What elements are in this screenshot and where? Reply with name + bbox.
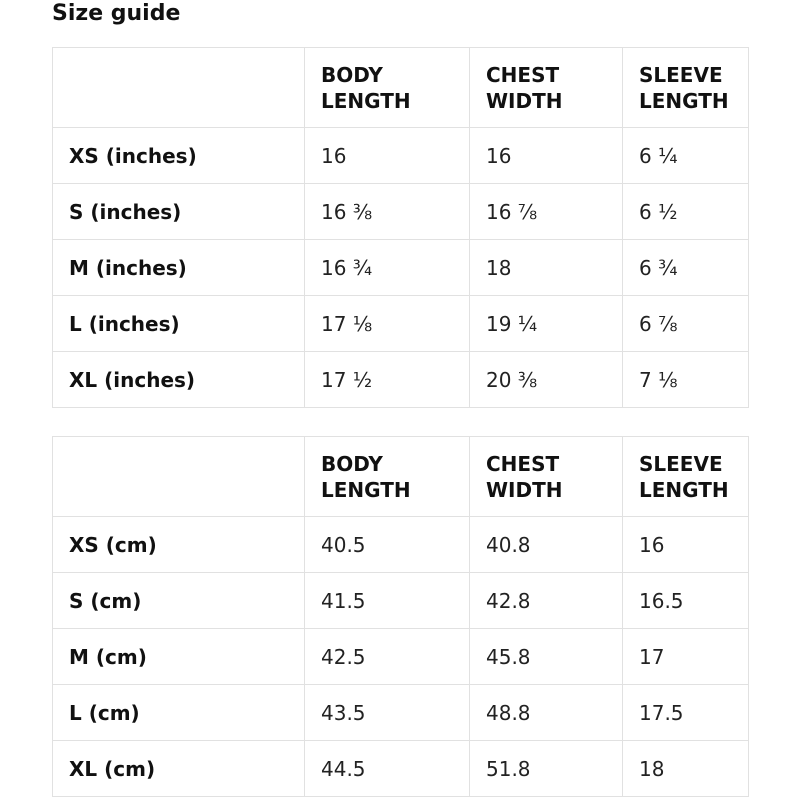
cell-value: 44.5 <box>304 740 470 797</box>
cell-value: 42.8 <box>469 572 623 629</box>
cell-value: 17 ⅛ <box>304 295 470 352</box>
column-header: SLEEVE LENGTH <box>622 436 749 517</box>
column-header: CHEST WIDTH <box>469 436 623 517</box>
row-label: XS (inches) <box>52 127 305 184</box>
column-header <box>52 436 305 517</box>
table-row: M (cm) 42.5 45.8 17 <box>52 628 749 685</box>
cell-value: 16 ¾ <box>304 239 470 296</box>
column-header: BODY LENGTH <box>304 47 470 128</box>
table-row: L (cm) 43.5 48.8 17.5 <box>52 684 749 741</box>
cell-value: 16 <box>622 516 749 573</box>
cell-value: 16 <box>469 127 623 184</box>
cell-value: 16 ⅞ <box>469 183 623 240</box>
row-label: XL (cm) <box>52 740 305 797</box>
cell-value: 17 <box>622 628 749 685</box>
row-label: L (inches) <box>52 295 305 352</box>
column-header: CHEST WIDTH <box>469 47 623 128</box>
row-label: XL (inches) <box>52 351 305 408</box>
cell-value: 6 ¼ <box>622 127 749 184</box>
table-row: XS (cm) 40.5 40.8 16 <box>52 516 749 573</box>
row-label: XS (cm) <box>52 516 305 573</box>
size-table-cm: BODY LENGTH CHEST WIDTH SLEEVE LENGTH XS (… <box>52 436 749 797</box>
column-header: BODY LENGTH <box>304 436 470 517</box>
table-row: XS (inches) 16 16 6 ¼ <box>52 127 749 184</box>
cell-value: 42.5 <box>304 628 470 685</box>
cell-value: 16 <box>304 127 470 184</box>
cell-value: 18 <box>622 740 749 797</box>
row-label: S (cm) <box>52 572 305 629</box>
table-row: S (cm) 41.5 42.8 16.5 <box>52 572 749 629</box>
cell-value: 18 <box>469 239 623 296</box>
cell-value: 6 ⅞ <box>622 295 749 352</box>
row-label: S (inches) <box>52 183 305 240</box>
cell-value: 17.5 <box>622 684 749 741</box>
row-label: M (inches) <box>52 239 305 296</box>
cell-value: 16.5 <box>622 572 749 629</box>
cell-value: 48.8 <box>469 684 623 741</box>
cell-value: 6 ¾ <box>622 239 749 296</box>
header-row: BODY LENGTH CHEST WIDTH SLEEVE LENGTH <box>52 47 749 128</box>
cell-value: 40.8 <box>469 516 623 573</box>
cell-value: 40.5 <box>304 516 470 573</box>
cell-value: 16 ⅜ <box>304 183 470 240</box>
column-header: SLEEVE LENGTH <box>622 47 749 128</box>
size-table-inches: BODY LENGTH CHEST WIDTH SLEEVE LENGTH XS (… <box>52 47 749 408</box>
cell-value: 41.5 <box>304 572 470 629</box>
cell-value: 17 ½ <box>304 351 470 408</box>
page-title: Size guide <box>52 1 181 26</box>
table-row: M (inches) 16 ¾ 18 6 ¾ <box>52 239 749 296</box>
table-row: XL (cm) 44.5 51.8 18 <box>52 740 749 797</box>
row-label: L (cm) <box>52 684 305 741</box>
cell-value: 45.8 <box>469 628 623 685</box>
row-label: M (cm) <box>52 628 305 685</box>
cell-value: 6 ½ <box>622 183 749 240</box>
header-row: BODY LENGTH CHEST WIDTH SLEEVE LENGTH <box>52 436 749 517</box>
cell-value: 20 ⅜ <box>469 351 623 408</box>
column-header <box>52 47 305 128</box>
cell-value: 7 ⅛ <box>622 351 749 408</box>
cell-value: 19 ¼ <box>469 295 623 352</box>
cell-value: 51.8 <box>469 740 623 797</box>
cell-value: 43.5 <box>304 684 470 741</box>
